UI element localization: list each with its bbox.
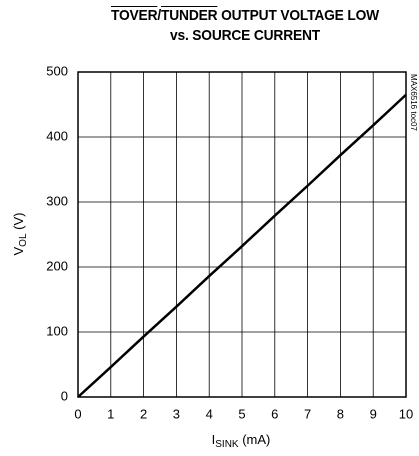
y-label-part: V bbox=[11, 246, 26, 255]
title-part: OUTPUT VOLTAGE LOW bbox=[217, 7, 380, 24]
x-tick-label: 5 bbox=[238, 406, 245, 421]
x-tick-label: 7 bbox=[304, 406, 311, 421]
x-tick-label: 0 bbox=[74, 406, 81, 421]
x-label-part: (mA) bbox=[239, 432, 271, 447]
title-line-1: TOVER/TUNDER OUTPUT VOLTAGE LOW bbox=[75, 6, 415, 26]
plot-frame bbox=[77, 71, 407, 398]
side-note: MAX6516 toc07 bbox=[409, 74, 418, 131]
y-tick-label: 500 bbox=[46, 63, 68, 78]
y-label-part: (V) bbox=[11, 213, 26, 234]
title-part: / bbox=[157, 7, 162, 24]
data-line bbox=[77, 93, 407, 398]
x-label-part: SINK bbox=[215, 439, 239, 450]
y-label-part: OL bbox=[18, 233, 29, 247]
x-tick-label: 8 bbox=[337, 406, 344, 421]
x-label-part: I bbox=[212, 432, 216, 447]
y-tick-label: 100 bbox=[46, 323, 68, 338]
x-tick-label: 10 bbox=[399, 406, 413, 421]
y-axis-label: VOL (V) bbox=[11, 213, 28, 256]
x-axis-label: ISINK (mA) bbox=[212, 432, 271, 449]
title-part: TUNDER bbox=[161, 7, 218, 24]
title-line-2: vs. SOURCE CURRENT bbox=[169, 27, 321, 44]
y-tick-label: 400 bbox=[46, 128, 68, 143]
x-tick-label: 6 bbox=[271, 406, 278, 421]
y-tick-label: 200 bbox=[46, 258, 68, 273]
x-tick-label: 9 bbox=[370, 406, 377, 421]
chart-title: TOVER/TUNDER OUTPUT VOLTAGE LOW vs. SOUR… bbox=[75, 6, 415, 46]
y-tick-label: 0 bbox=[61, 388, 68, 403]
x-tick-label: 1 bbox=[107, 406, 114, 421]
title-part: TOVER bbox=[110, 7, 158, 24]
x-tick-label: 3 bbox=[173, 406, 180, 421]
y-tick-label: 300 bbox=[46, 193, 68, 208]
x-tick-label: 4 bbox=[206, 406, 213, 421]
x-tick-label: 2 bbox=[140, 406, 147, 421]
